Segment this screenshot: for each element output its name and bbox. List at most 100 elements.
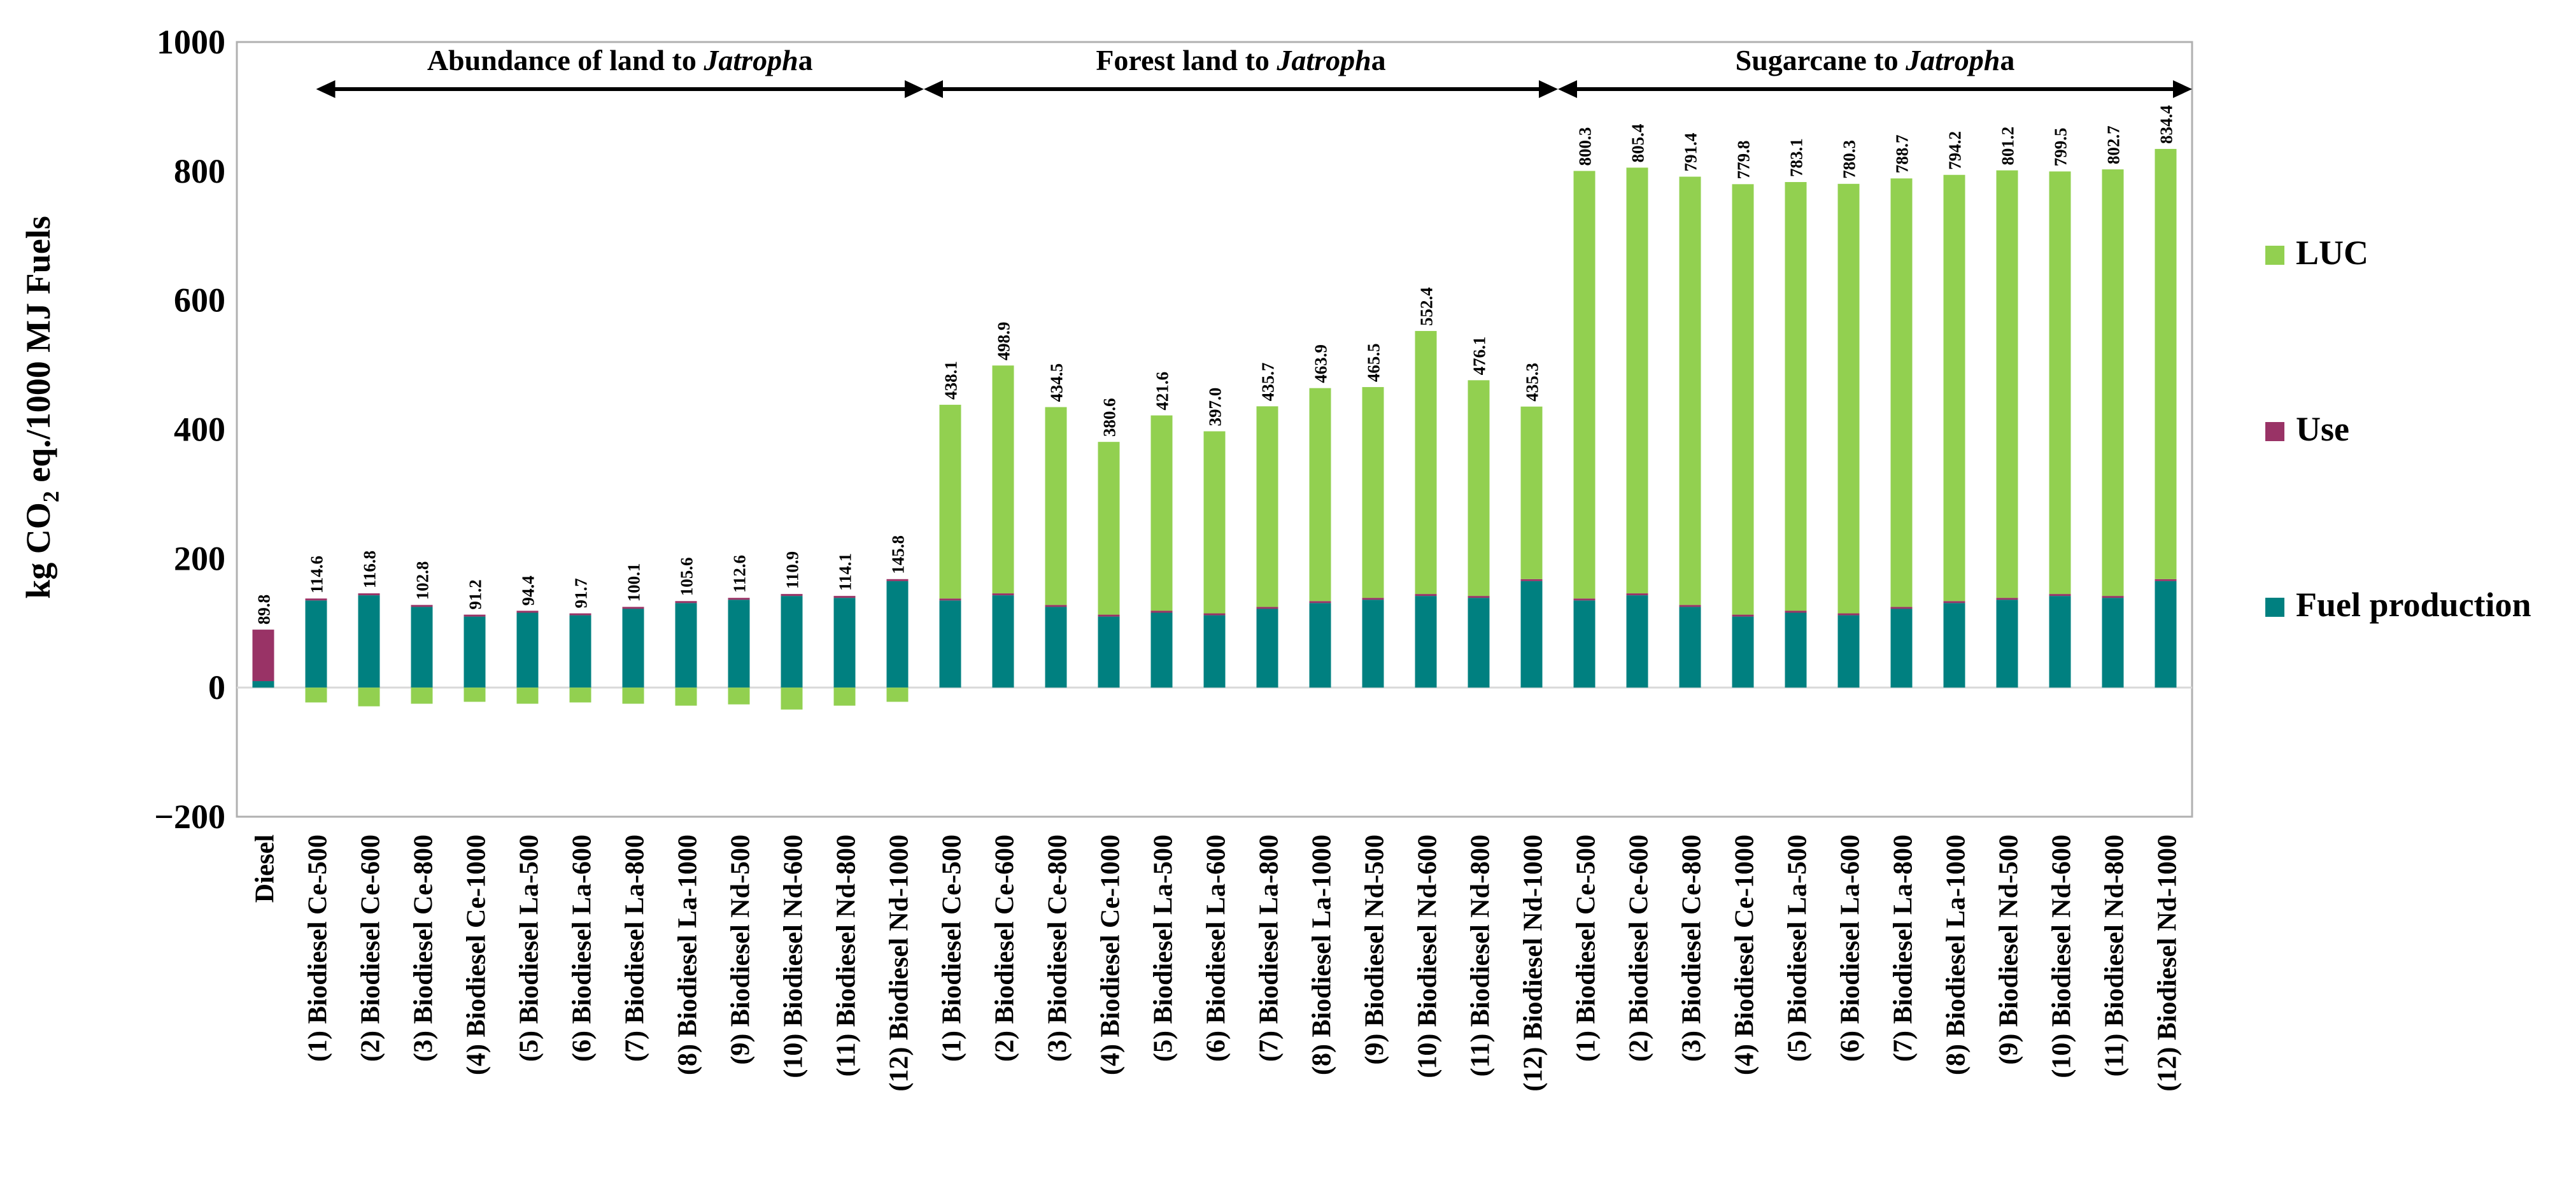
bar-luc: [1468, 380, 1490, 596]
bar-luc: [1890, 178, 1913, 607]
arrowhead-left: [1558, 80, 1577, 98]
group-title-suffix: a: [1371, 44, 1386, 76]
data-label-total: 438.1: [942, 361, 961, 400]
bar-luc: [305, 687, 327, 703]
bar-fuel-production: [992, 595, 1014, 688]
x-tick-label: (9) Biodiesel Nd-500: [1995, 835, 2024, 1065]
x-tick-label: (5) Biodiesel La-500: [1149, 835, 1178, 1062]
data-label-total: 788.7: [1893, 135, 1912, 174]
x-tick-label: (8) Biodiesel La-1000: [674, 835, 703, 1075]
bar-luc: [1996, 170, 2018, 598]
data-label-total: 112.6: [730, 555, 749, 593]
bar-use: [728, 598, 750, 600]
bar-luc: [1362, 387, 1384, 598]
x-tick-label: (6) Biodiesel La-600: [1836, 835, 1865, 1062]
group-title: Forest land to Jatropha: [1096, 44, 1385, 76]
x-tick-label: (11) Biodiesel Nd-800: [1466, 835, 1496, 1076]
bar-luc: [728, 687, 750, 705]
group-title-suffix: a: [2000, 44, 2014, 76]
data-label-total: 498.9: [994, 321, 1014, 360]
bar-use: [1996, 598, 2018, 600]
bar-use: [464, 614, 486, 617]
bar-luc: [1837, 183, 1860, 614]
x-tick-label: (4) Biodiesel Ce-1000: [1096, 835, 1126, 1075]
bar-fuel-production: [2155, 581, 2177, 688]
bar-luc: [1520, 406, 1543, 579]
bar-luc: [939, 404, 961, 599]
bar-luc: [781, 687, 803, 710]
bar-fuel-production: [781, 596, 803, 688]
bar-luc: [1573, 171, 1596, 599]
group-title: Sugarcane to Jatropha: [1736, 44, 2015, 76]
data-label-total: 105.6: [677, 558, 697, 596]
x-tick-label: (3) Biodiesel Ce-800: [1678, 835, 1707, 1062]
bar-use: [1468, 596, 1490, 598]
data-label-total: 463.9: [1312, 344, 1331, 383]
bar-use: [516, 610, 539, 613]
bar-fuel-production: [1362, 600, 1384, 688]
bar-fuel-production: [1309, 603, 1331, 688]
x-tick-label: (2) Biodiesel Ce-600: [357, 835, 386, 1062]
x-tick-label: (1) Biodiesel Ce-500: [938, 835, 967, 1062]
bar-luc: [2155, 148, 2177, 579]
x-tick-label: (12) Biodiesel Nd-1000: [885, 835, 914, 1092]
data-label-total: 397.0: [1206, 388, 1225, 426]
data-label-total: 465.5: [1364, 343, 1384, 382]
plot-frame: [236, 41, 2193, 818]
arrowhead-right: [2173, 80, 2192, 98]
data-label-total: 801.2: [1999, 127, 2018, 166]
y-tick-label: 400: [174, 411, 225, 449]
bar-luc: [1203, 431, 1226, 614]
bar-fuel-production: [675, 603, 697, 688]
data-label-total: 802.7: [2104, 125, 2123, 164]
bar-use: [305, 598, 327, 601]
legend-label: Fuel production: [2296, 586, 2531, 624]
bar-luc: [1150, 415, 1173, 611]
bar-use: [2155, 579, 2177, 581]
x-tick-label: (11) Biodiesel Nd-800: [832, 835, 861, 1076]
bar-use: [622, 607, 644, 609]
x-tick-label: (7) Biodiesel La-800: [621, 835, 650, 1062]
bar-use: [569, 613, 591, 616]
arrowhead-right: [1539, 80, 1558, 98]
data-label-total: 102.8: [413, 561, 432, 600]
data-label-total: 100.1: [625, 563, 644, 602]
bar-fuel-production: [1520, 581, 1543, 688]
y-tick-label: 200: [174, 539, 225, 577]
data-label-total: 476.1: [1470, 337, 1489, 376]
plot-area: −200 0 200 400 600 800 1000 89.8 Diesel 114.6 (1) …: [154, 23, 2531, 1092]
bar-fuel-production: [1573, 600, 1596, 688]
bar-fuel-production: [1890, 609, 1913, 688]
data-label-total: 435.7: [1259, 363, 1278, 402]
y-axis-label: kg CO2 eq./1000 MJ Fuels: [19, 216, 64, 599]
legend-label: LUC: [2296, 234, 2368, 272]
bar-use: [358, 593, 380, 596]
data-label-total: 794.2: [1946, 131, 1965, 170]
bar-use: [252, 630, 274, 682]
bar-use: [992, 593, 1014, 596]
bar-use: [1679, 605, 1701, 607]
group-title-italic: Jatroph: [1905, 44, 2000, 76]
bar-fuel-production: [1943, 603, 1965, 688]
bar-use: [833, 596, 856, 598]
data-label-total: 780.3: [1840, 140, 1859, 179]
bar-luc: [1943, 174, 1965, 602]
bar-luc: [992, 365, 1014, 594]
x-tick-label: (12) Biodiesel Nd-1000: [1519, 835, 1548, 1092]
bar-use: [1732, 614, 1754, 617]
bar-use: [1045, 605, 1067, 607]
bar-fuel-production: [252, 681, 274, 688]
bar-luc: [358, 687, 380, 707]
x-tick-label: (1) Biodiesel Ce-500: [304, 835, 333, 1062]
x-tick-label: (6) Biodiesel La-600: [568, 835, 597, 1062]
bar-use: [1309, 601, 1331, 603]
bar-fuel-production: [1098, 616, 1120, 688]
bar-fuel-production: [1150, 612, 1173, 688]
x-tick-label: (3) Biodiesel Ce-800: [1044, 835, 1073, 1062]
bar-fuel-production: [1837, 615, 1860, 688]
x-tick-label: (7) Biodiesel La-800: [1255, 835, 1284, 1062]
bar-luc: [833, 687, 856, 706]
y-tick-label: 1000: [157, 23, 225, 61]
arrowhead-left: [924, 80, 943, 98]
bar-luc: [2102, 169, 2124, 596]
